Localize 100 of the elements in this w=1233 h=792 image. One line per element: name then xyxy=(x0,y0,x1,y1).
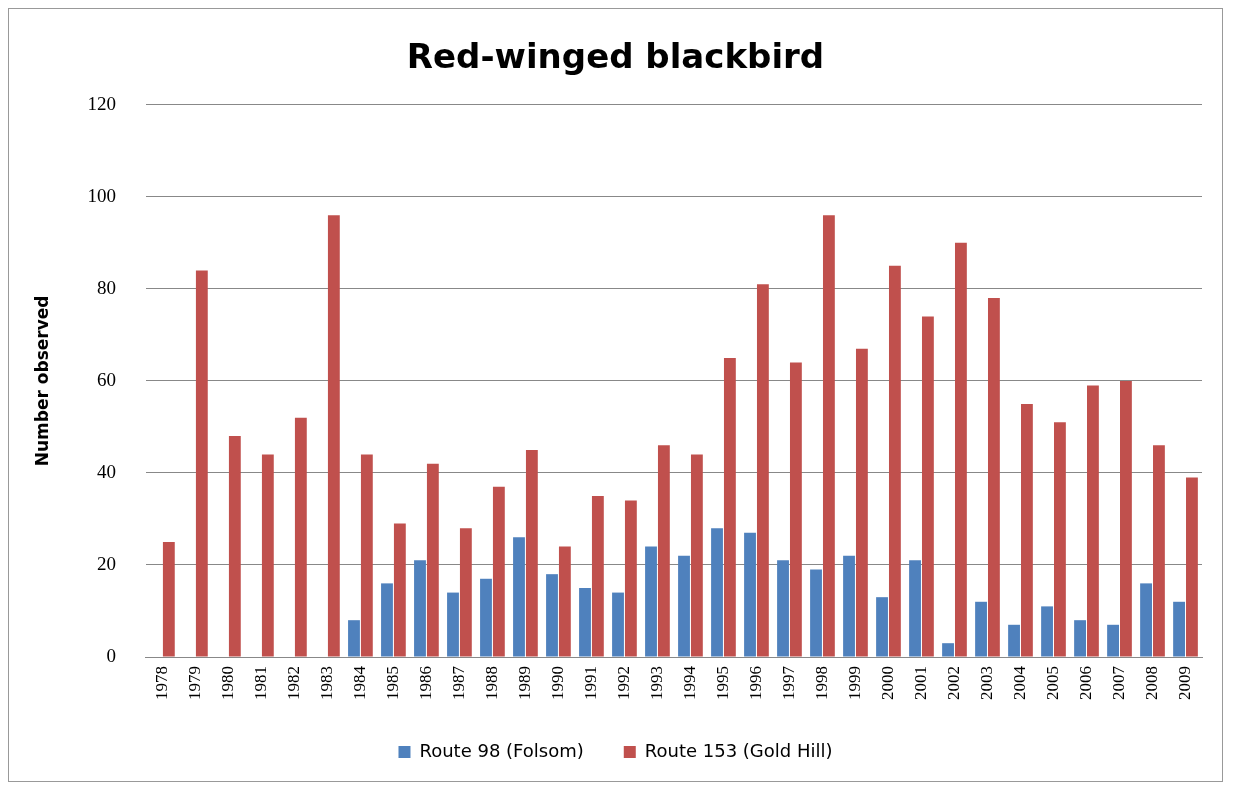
bar xyxy=(1153,445,1165,657)
bar xyxy=(942,643,954,657)
x-tick-label: 2006 xyxy=(1075,666,1095,700)
bar xyxy=(876,597,888,657)
x-tick-label: 1993 xyxy=(646,666,666,700)
x-tick-label: 1987 xyxy=(448,665,468,700)
bar xyxy=(1008,624,1020,657)
bar xyxy=(921,316,934,657)
bar xyxy=(1041,606,1053,657)
x-tick-label: 2002 xyxy=(943,666,963,700)
bar xyxy=(645,546,657,657)
x-tick-label: 1992 xyxy=(613,666,633,700)
bar xyxy=(690,454,703,657)
bar xyxy=(843,555,855,657)
x-tick-label: 1998 xyxy=(811,666,831,700)
bar xyxy=(348,620,360,657)
x-tick-label: 1997 xyxy=(778,665,798,700)
bar xyxy=(294,417,307,657)
x-tick-label: 1985 xyxy=(382,666,402,700)
bar xyxy=(360,454,373,657)
bar xyxy=(261,454,274,657)
x-tick-label: 1986 xyxy=(415,666,435,700)
bar xyxy=(414,560,426,657)
x-tick-label: 2009 xyxy=(1174,666,1194,700)
bar xyxy=(678,555,690,657)
bar xyxy=(381,583,393,657)
bar xyxy=(855,348,868,657)
bar xyxy=(1173,601,1185,657)
x-tick-label: 1988 xyxy=(481,666,501,700)
legend-label: Route 153 (Gold Hill) xyxy=(644,739,833,761)
bar xyxy=(909,560,921,657)
bar xyxy=(888,265,901,657)
bar xyxy=(975,601,987,657)
bar xyxy=(657,445,670,657)
bar xyxy=(162,541,175,657)
bar xyxy=(426,463,439,657)
x-tick-label: 1999 xyxy=(844,666,864,700)
bar xyxy=(624,500,637,657)
bar xyxy=(1021,403,1033,657)
x-tick-label: 2007 xyxy=(1108,665,1128,700)
bar xyxy=(447,592,459,657)
bar xyxy=(711,528,723,657)
x-tick-label: 1989 xyxy=(514,666,534,700)
bar xyxy=(195,270,208,657)
x-tick-label: 1979 xyxy=(184,666,204,700)
bar xyxy=(789,362,802,657)
bar xyxy=(327,215,340,657)
x-tick-label: 2004 xyxy=(1009,665,1029,700)
y-tick-label: 20 xyxy=(96,552,116,574)
y-tick-label: 100 xyxy=(87,184,116,206)
bar xyxy=(954,242,967,657)
x-tick-label: 1994 xyxy=(679,665,699,700)
y-axis-title: Number observed xyxy=(31,295,52,467)
bar xyxy=(492,486,505,657)
bar xyxy=(393,523,406,657)
x-tick-label: 2000 xyxy=(877,666,897,700)
x-tick-label: 1982 xyxy=(283,666,303,700)
x-tick-label: 1990 xyxy=(547,666,567,700)
x-tick-label: 1978 xyxy=(151,666,171,700)
bar xyxy=(546,574,558,657)
bar xyxy=(777,560,789,657)
y-tick-label: 120 xyxy=(87,92,116,114)
bar xyxy=(723,357,736,657)
y-tick-label: 0 xyxy=(106,644,116,666)
x-tick-label: 1995 xyxy=(712,666,732,700)
bar xyxy=(1186,477,1198,657)
x-tick-label: 2003 xyxy=(976,666,996,700)
y-tick-label: 40 xyxy=(96,460,116,482)
bar xyxy=(525,449,538,657)
bar xyxy=(579,587,591,657)
y-tick-label: 80 xyxy=(96,276,116,298)
bar xyxy=(1120,380,1132,657)
x-tick-label: 1981 xyxy=(250,666,270,700)
x-tick-label: 1991 xyxy=(580,666,600,700)
bar xyxy=(1107,624,1119,657)
chart-title: Red-winged blackbird xyxy=(406,36,825,77)
x-tick-label: 1980 xyxy=(217,666,237,700)
bar xyxy=(1087,385,1099,657)
bar xyxy=(480,578,492,657)
bar xyxy=(459,528,472,657)
bar xyxy=(744,532,756,657)
y-tick-label: 60 xyxy=(96,368,116,390)
bar xyxy=(1054,422,1066,657)
bar xyxy=(756,284,769,657)
bar xyxy=(558,546,571,657)
bar xyxy=(822,215,835,657)
bar xyxy=(1074,620,1086,657)
bar xyxy=(591,495,604,657)
bar xyxy=(228,436,241,657)
x-tick-label: 1996 xyxy=(745,666,765,700)
bar xyxy=(612,592,624,657)
bar xyxy=(988,298,1000,657)
bar xyxy=(513,537,525,657)
legend-label: Route 98 (Folsom) xyxy=(419,739,584,761)
bar xyxy=(1140,583,1152,657)
x-tick-label: 1984 xyxy=(349,665,369,700)
bar xyxy=(810,569,822,657)
x-tick-label: 1983 xyxy=(316,666,336,700)
x-tick-label: 2005 xyxy=(1042,666,1062,700)
x-tick-label: 2001 xyxy=(910,666,930,700)
